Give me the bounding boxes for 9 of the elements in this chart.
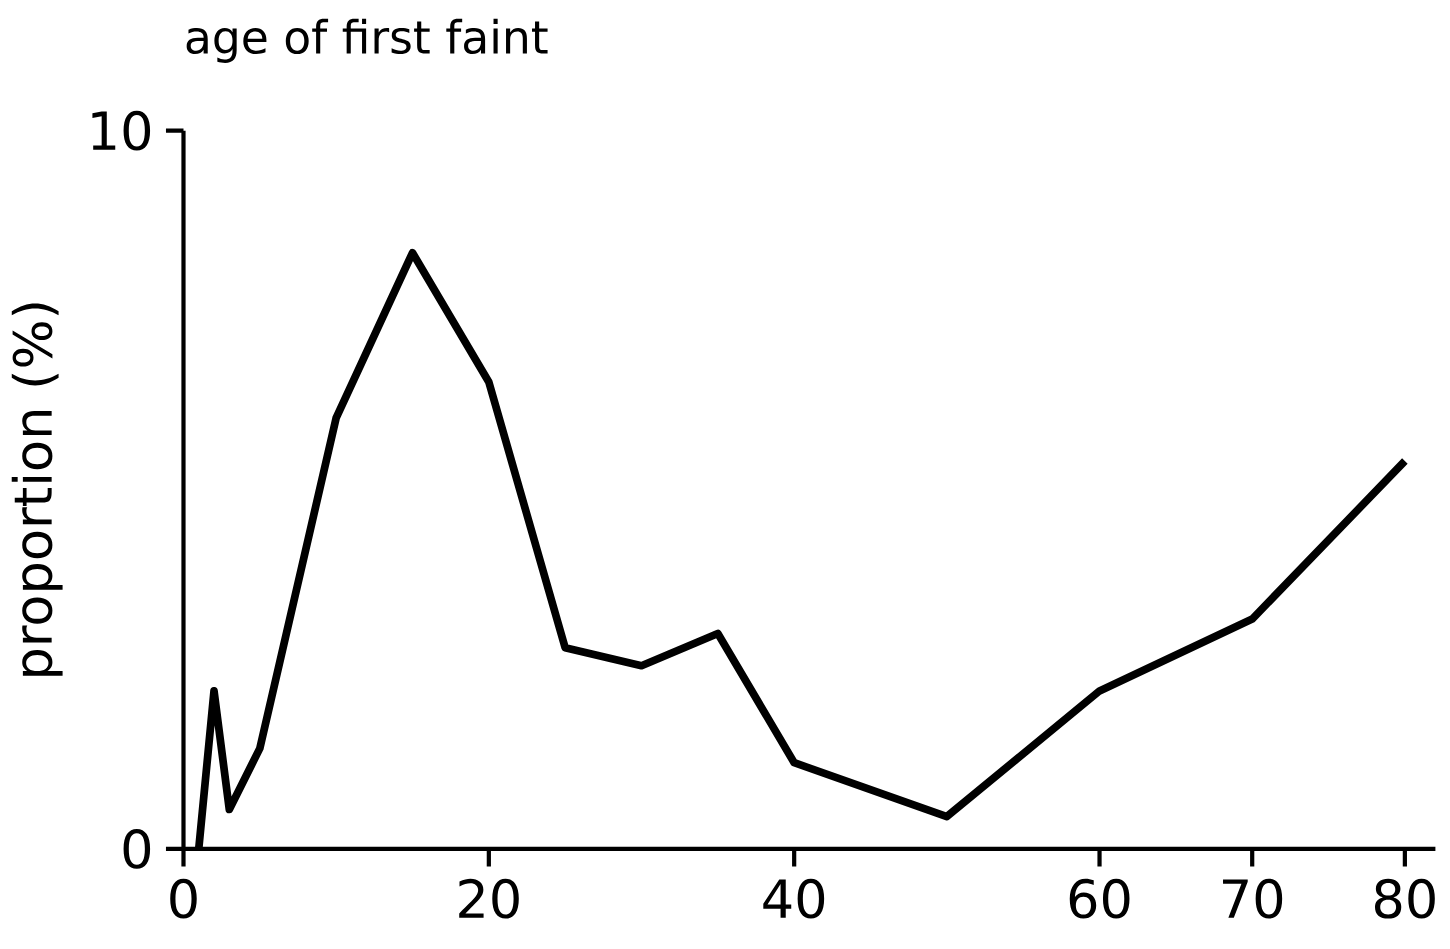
x-tick-label: 60 — [1069, 878, 1130, 919]
x-tick-label: 40 — [763, 878, 825, 919]
x-tick-label: 20 — [459, 878, 519, 919]
x-tick-label: 0 — [170, 878, 197, 919]
y-axis-title: proportion (%) — [11, 303, 63, 676]
x-tick-label: 80 — [1374, 878, 1435, 919]
chart-title: age of first faint — [186, 18, 548, 64]
x-tick-label: 70 — [1223, 878, 1283, 919]
y-tick-label: 10 — [92, 110, 151, 151]
